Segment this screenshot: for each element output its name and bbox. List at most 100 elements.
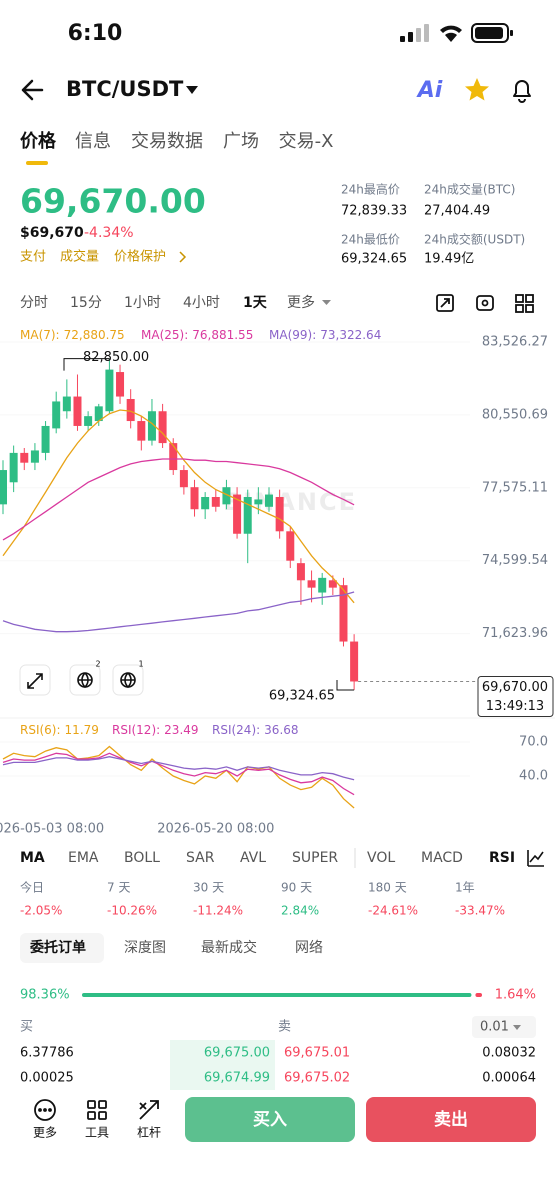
ma-name: MA(25):	[141, 328, 188, 342]
tick-size-box[interactable]	[472, 1016, 536, 1038]
book-tab[interactable]: 最新成交	[201, 939, 257, 956]
candle-body	[9, 452, 18, 483]
candle-body	[52, 401, 61, 429]
candle-body	[201, 496, 210, 510]
price-link[interactable]: 支付	[20, 250, 46, 265]
indicator-tab[interactable]: RSI	[489, 850, 515, 866]
price-link[interactable]: 价格保护	[114, 249, 166, 265]
back-button[interactable]	[21, 79, 44, 101]
chevron	[179, 251, 187, 263]
bid-depth	[170, 1040, 275, 1090]
book-tab[interactable]: 深度图	[124, 940, 166, 956]
tab[interactable]: 信息	[75, 131, 111, 152]
y-tick-label: 74,599.54	[482, 553, 548, 568]
candle-body	[265, 494, 273, 507]
candle-body	[147, 411, 156, 441]
stat-value: 72,839.33	[341, 204, 407, 219]
return-value: -24.61%	[368, 904, 418, 918]
indicator-settings[interactable]	[527, 850, 544, 867]
indicator-tab[interactable]: SAR	[186, 850, 215, 866]
candle-body	[286, 531, 295, 561]
interval[interactable]: 15分	[70, 295, 102, 311]
rsi-value: 23.49	[164, 723, 198, 737]
y-tick-label: 80,550.69	[482, 407, 548, 422]
rsi-legend: RSI(12): 23.49	[112, 723, 199, 737]
stat-value: 69,324.65	[341, 252, 407, 267]
ma-legend: MA(25): 76,881.55	[141, 328, 253, 342]
indicator-line	[2, 458, 355, 541]
ma-name: MA(99):	[269, 328, 316, 342]
tick-size[interactable]: 0.01	[480, 1020, 509, 1035]
indicator-tab[interactable]: VOL	[367, 850, 395, 866]
bid-price: 69,674.99	[204, 1071, 270, 1086]
tab[interactable]: 价格	[20, 130, 57, 152]
bottom-bar: 更多 工具 杠杆 买入 卖出	[0, 1090, 555, 1200]
candle-body	[190, 487, 199, 510]
buy-button[interactable]	[185, 1097, 355, 1142]
overlay-icons	[27, 672, 136, 689]
tool-label[interactable]: 杠杆	[137, 1125, 161, 1140]
candle-body	[105, 369, 114, 412]
indicator-tab[interactable]: MA	[20, 850, 45, 866]
low-marker-line	[336, 679, 355, 691]
interval[interactable]: 1小时	[124, 295, 161, 311]
ma-value: 72,880.75	[64, 328, 125, 342]
more-caret[interactable]	[322, 300, 331, 305]
ma-name: MA(7):	[20, 328, 60, 342]
ai-button[interactable]: Ai	[416, 78, 443, 103]
book-tab[interactable]: 网络	[295, 940, 323, 956]
indicator-tab[interactable]: SUPER	[292, 850, 338, 866]
rsi-legend: RSI(6): 11.79	[20, 723, 99, 737]
interval[interactable]: 4小时	[183, 295, 220, 311]
interval[interactable]: 更多	[287, 294, 315, 311]
book-tab[interactable]: 委托订单	[29, 939, 86, 956]
stat-value: 27,404.49	[424, 204, 490, 219]
interval[interactable]: 1天	[243, 295, 268, 311]
pair-caret[interactable]	[186, 86, 198, 94]
return-period: 180 天	[368, 881, 407, 895]
ask-qty: 0.08032	[482, 1046, 536, 1061]
candle-body	[275, 496, 284, 532]
candle-body	[296, 563, 305, 581]
ask-price: 69,675.02	[284, 1071, 350, 1086]
tab[interactable]: 广场	[223, 131, 259, 152]
candle-body	[20, 452, 29, 463]
indicator-tab[interactable]: AVL	[240, 850, 266, 866]
candle-body	[222, 487, 231, 505]
clock: 6:10	[68, 21, 123, 46]
ask-price: 69,675.01	[284, 1046, 350, 1061]
tool-label[interactable]: 更多	[33, 1126, 57, 1140]
return-period: 30 天	[193, 881, 224, 895]
candle-body	[169, 443, 178, 471]
sell-button[interactable]	[366, 1097, 536, 1142]
tick-size-caret	[513, 1025, 521, 1030]
tab[interactable]: 交易数据	[131, 131, 203, 152]
buy-ratio: 98.36%	[20, 988, 70, 1003]
interval[interactable]: 分时	[20, 295, 48, 311]
indicator-tab[interactable]: EMA	[68, 850, 99, 866]
tool-label[interactable]: 工具	[85, 1126, 109, 1140]
favorite-star[interactable]	[465, 78, 489, 101]
candle-body	[318, 577, 327, 593]
return-period: 1年	[455, 881, 475, 895]
chart-tools[interactable]	[436, 294, 534, 313]
price-link[interactable]: 成交量	[60, 249, 99, 265]
candle-body	[137, 421, 146, 441]
rsi-name: RSI(12):	[112, 723, 160, 737]
pair-title: BTC/USDT	[66, 77, 184, 101]
tab[interactable]: 交易-X	[279, 131, 334, 152]
usd-price: $69,670	[20, 225, 84, 241]
ma-value: 76,881.55	[192, 328, 253, 342]
candle-body	[94, 406, 103, 422]
return-value: -2.05%	[20, 904, 62, 918]
tab-underline	[26, 161, 48, 165]
candle-body	[350, 641, 359, 682]
return-value: -33.47%	[455, 904, 505, 918]
indicator-line	[2, 756, 355, 781]
indicator-tab[interactable]: BOLL	[124, 850, 160, 866]
indicator-tab[interactable]: MACD	[421, 850, 463, 866]
alert-bell[interactable]	[513, 80, 531, 103]
candle-body	[339, 585, 348, 642]
